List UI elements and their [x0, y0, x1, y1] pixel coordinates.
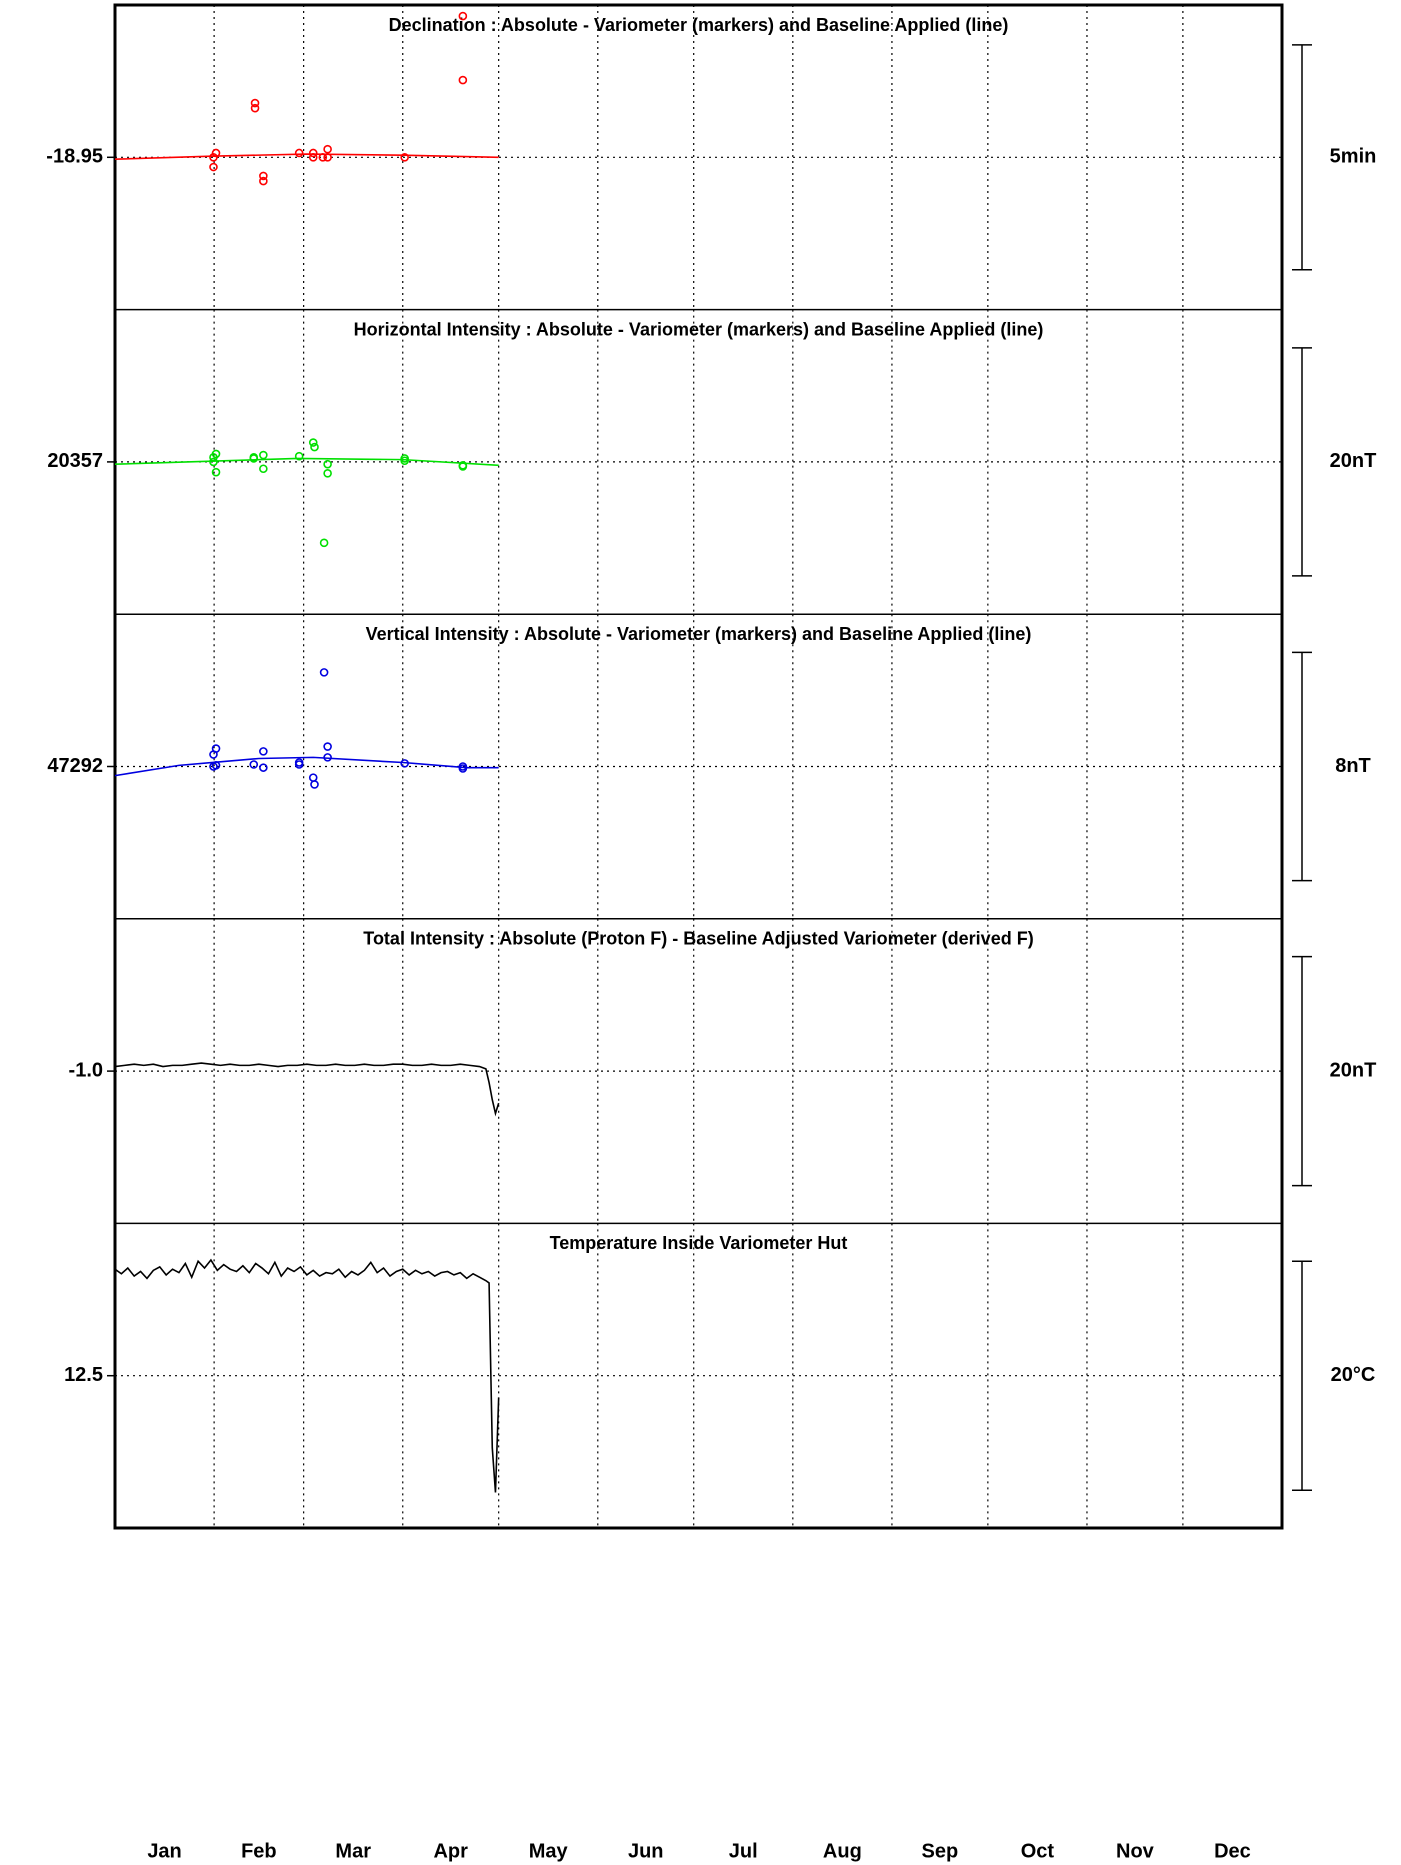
marker — [259, 747, 268, 756]
marker — [211, 744, 221, 753]
marker — [323, 144, 332, 154]
marker — [211, 449, 221, 459]
data-line — [114, 153, 499, 160]
x-tick-label: Oct — [1021, 1840, 1055, 1862]
marker — [259, 464, 268, 474]
marker — [249, 454, 259, 463]
marker — [458, 11, 468, 21]
x-tick-label: Aug — [823, 1840, 862, 1862]
marker — [400, 456, 409, 466]
marker — [308, 773, 318, 782]
marker — [323, 468, 332, 478]
scale-bar — [1292, 347, 1312, 577]
panel-title: Horizontal Intensity : Absolute - Variom… — [354, 319, 1044, 339]
x-tick-label: Jul — [729, 1840, 758, 1862]
x-tick-label: Sep — [922, 1840, 959, 1862]
marker — [259, 763, 268, 772]
panel-title: Temperature Inside Variometer Hut — [550, 1233, 848, 1253]
marker — [308, 438, 318, 447]
scale-bar — [1292, 651, 1312, 882]
marker — [211, 467, 221, 477]
data-line — [114, 457, 499, 467]
marker — [310, 780, 319, 789]
scale-label: 20nT — [1330, 1059, 1377, 1081]
marker — [323, 742, 332, 751]
marker — [458, 75, 468, 85]
scale-bar — [1292, 955, 1312, 1187]
marker — [259, 171, 268, 181]
marker — [209, 162, 218, 172]
marker — [310, 442, 319, 452]
panel-title: Declination : Absolute - Variometer (mar… — [389, 15, 1009, 35]
marker — [319, 538, 329, 548]
marker — [294, 148, 304, 158]
data-line — [114, 756, 499, 777]
marker — [323, 459, 332, 469]
panel-title: Total Intensity : Absolute (Proton F) - … — [363, 929, 1033, 949]
scale-bar — [1292, 1260, 1312, 1491]
scale-label: 20nT — [1330, 450, 1377, 472]
x-tick-label: May — [529, 1840, 569, 1862]
x-tick-label: Dec — [1214, 1840, 1251, 1862]
marker — [259, 176, 268, 186]
marker — [209, 153, 218, 162]
panel-title: Vertical Intensity : Absolute - Variomet… — [366, 624, 1032, 644]
x-tick-label: Nov — [1116, 1840, 1155, 1862]
marker — [249, 760, 259, 769]
marker — [250, 98, 260, 108]
y-tick-label: -18.95 — [46, 146, 103, 168]
x-tick-label: Feb — [241, 1840, 277, 1862]
y-tick-label: 12.5 — [64, 1364, 103, 1386]
y-tick-label: -1.0 — [69, 1059, 103, 1081]
marker — [250, 103, 260, 113]
scale-label: 5min — [1330, 146, 1377, 168]
data-line — [114, 1258, 500, 1493]
scale-label: 8nT — [1335, 755, 1371, 777]
marker — [294, 760, 304, 769]
marker — [458, 764, 468, 773]
x-tick-label: Apr — [433, 1840, 468, 1862]
marker — [400, 153, 409, 162]
data-line — [114, 1062, 500, 1117]
y-tick-label: 47292 — [47, 755, 103, 777]
scale-label: 20°C — [1331, 1364, 1376, 1386]
marker — [308, 148, 318, 158]
x-tick-label: Jun — [628, 1840, 664, 1862]
x-tick-label: Jan — [147, 1840, 181, 1862]
y-tick-label: 20357 — [47, 450, 103, 472]
marker — [294, 451, 304, 461]
marker — [319, 668, 329, 677]
scale-bar — [1292, 44, 1312, 271]
x-tick-label: Mar — [335, 1840, 371, 1862]
marker — [259, 450, 268, 460]
